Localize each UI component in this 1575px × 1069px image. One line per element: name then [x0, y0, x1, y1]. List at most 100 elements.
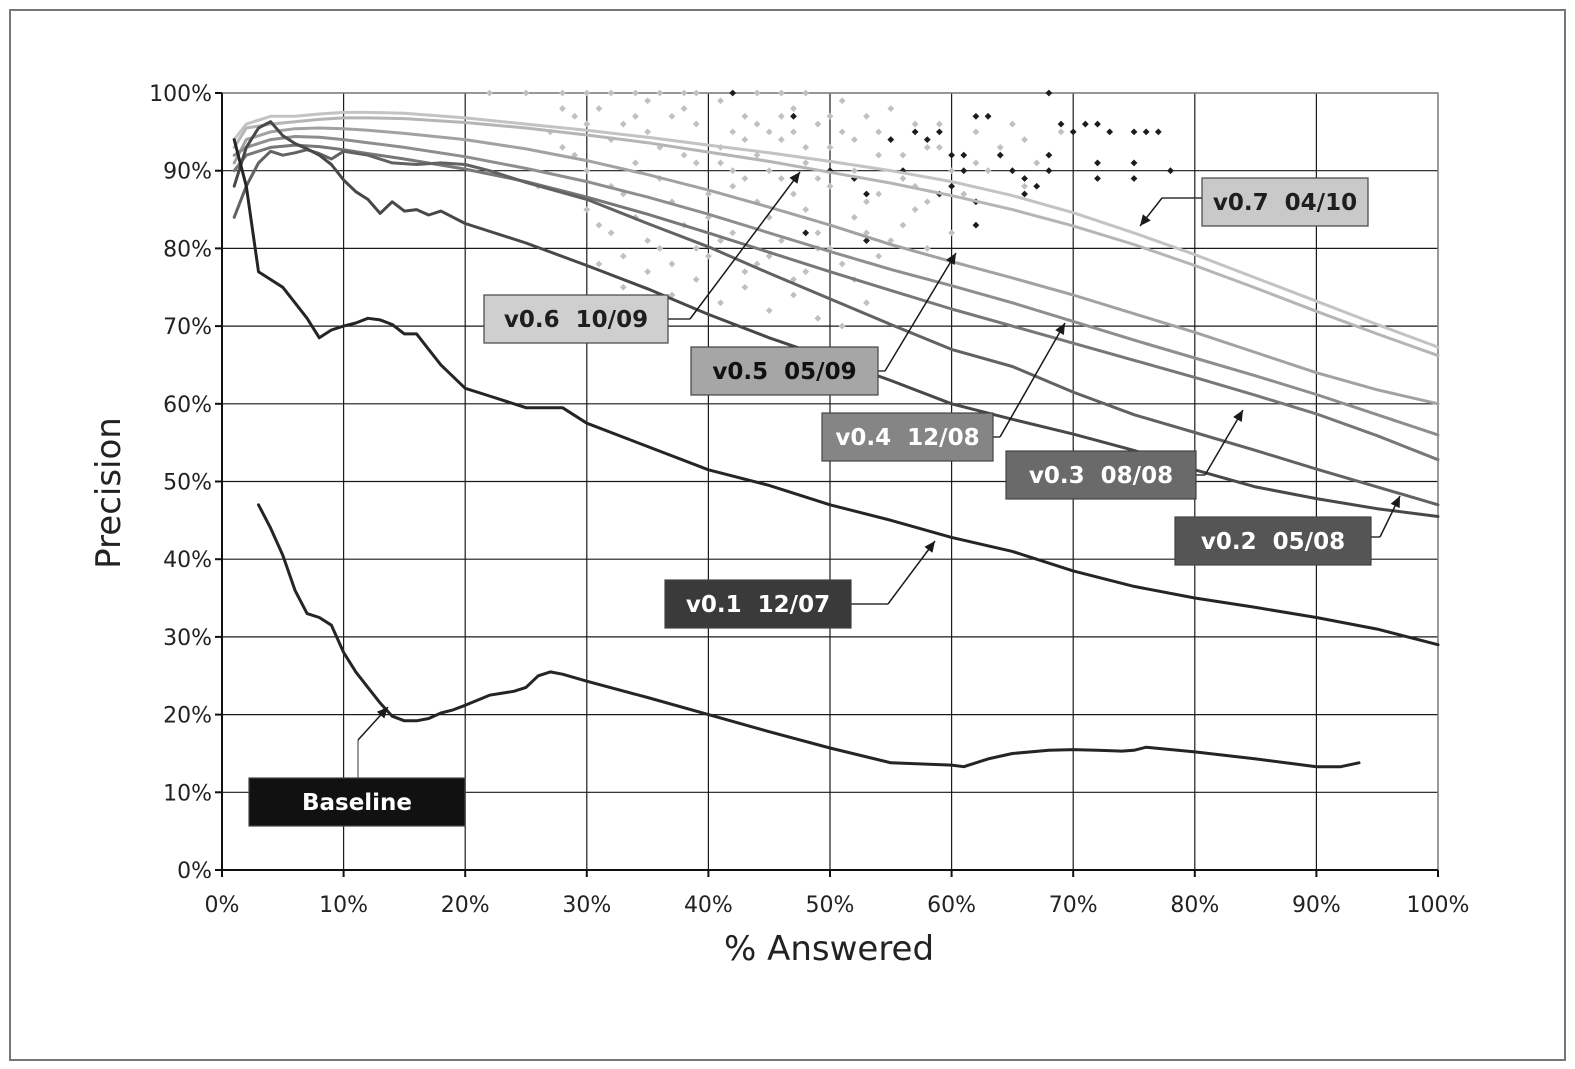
scatter-point-light [656, 89, 664, 97]
scatter-point-light [765, 213, 773, 221]
callout-box [483, 294, 669, 344]
callout-arrow-line [999, 322, 1066, 438]
scatter-point-light [753, 151, 761, 159]
scatter-point-light [632, 159, 639, 167]
scatter-point-dark [984, 112, 992, 120]
series-line-v0-2 [232, 148, 1440, 507]
scatter-point-light [826, 112, 834, 120]
scatter-point-light [717, 299, 724, 307]
scatter-point-dark [1045, 151, 1053, 159]
callout-v0-4: v0.4 12/08 [821, 322, 1066, 462]
scatter-point-light [595, 105, 603, 112]
scatter-point-light [899, 221, 907, 229]
scatter-point-dark [1033, 182, 1041, 190]
scatter-point-light [1033, 159, 1041, 167]
scatter-point-light [984, 167, 992, 175]
scatter-point-dark [1130, 128, 1138, 136]
scatter-point-dark [1094, 159, 1101, 167]
scatter-point-light [802, 206, 810, 213]
callout-box [690, 346, 879, 396]
scatter-point-light [790, 128, 797, 136]
scatter-point-dark [911, 128, 919, 136]
callout-arrowhead [1055, 323, 1065, 336]
x-tick-label: 50% [806, 893, 855, 918]
scatter-point-light [705, 190, 712, 198]
scatter-point-light [680, 89, 688, 97]
scatter-point-light [680, 105, 688, 112]
callout-label: v0.3 08/08 [1029, 463, 1173, 489]
scatter-point-dark [790, 112, 797, 120]
scatter-point-light [741, 283, 749, 291]
scatter-point-light [875, 128, 883, 136]
scatter-point-light [790, 276, 797, 283]
callout-arrowhead [946, 253, 956, 266]
scatter-point-light [960, 190, 968, 198]
x-tick-label: 10% [319, 893, 368, 918]
scatter-point-light [863, 112, 870, 120]
scatter-point-light [668, 112, 676, 120]
scatter-point-light [936, 120, 943, 128]
scatter-point-dark [1167, 167, 1174, 175]
y-tick-label: 70% [163, 315, 212, 340]
callout-arrow-line [884, 252, 957, 372]
callout-box [821, 412, 994, 462]
scatter-point-dark [1081, 120, 1089, 128]
scatter-point-light [850, 167, 858, 175]
y-tick-label: 60% [163, 393, 212, 418]
scatter-point-dark [826, 167, 834, 175]
scatter-point-dark [802, 229, 810, 237]
callout-v0-5: v0.5 05/09 [690, 252, 957, 396]
series-line-baseline [257, 503, 1361, 769]
scatter-point-light [923, 198, 931, 206]
callout-v0-1: v0.1 12/07 [664, 540, 936, 629]
scatter-point-light [632, 89, 639, 97]
scatter-point-light [644, 237, 651, 245]
scatter-point-light [607, 229, 615, 237]
callout-label: Baseline [302, 790, 412, 816]
scatter-point-light [765, 128, 773, 136]
scatter-point-dark [948, 182, 955, 190]
scatter-point-light [814, 229, 822, 237]
scatter-point-light [522, 89, 530, 97]
scatter-point-light [668, 260, 676, 268]
scatter-point-dark [1009, 167, 1016, 175]
scatter-point-light [875, 252, 883, 260]
scatter-point-light [741, 268, 749, 276]
scatter-points [486, 89, 1174, 330]
scatter-point-light [644, 97, 651, 105]
scatter-point-light [717, 97, 724, 105]
y-tick-label: 50% [163, 471, 212, 496]
scatter-point-light [729, 167, 737, 175]
y-tick-label: 20% [163, 704, 212, 729]
scatter-point-dark [948, 151, 955, 159]
callout-box [248, 777, 466, 827]
scatter-point-light [863, 198, 870, 206]
callout-arrow-line [689, 171, 801, 320]
scatter-point-light [887, 237, 895, 245]
callout-arrow-line [887, 540, 936, 605]
scatter-point-light [741, 136, 749, 144]
callout-arrowhead [789, 172, 800, 184]
scatter-point-dark [960, 151, 968, 159]
scatter-point-light [595, 221, 603, 229]
scatter-point-light [826, 182, 834, 190]
scatter-point-dark [1154, 128, 1162, 136]
scatter-point-light [692, 276, 700, 283]
scatter-point-light [765, 307, 773, 314]
scatter-point-dark [1021, 190, 1028, 198]
scatter-point-light [692, 120, 700, 128]
x-tick-label: 80% [1170, 893, 1219, 918]
scatter-point-light [802, 143, 810, 151]
scatter-point-light [559, 89, 566, 97]
scatter-point-light [923, 143, 931, 151]
scatter-point-dark [960, 167, 968, 175]
x-tick-label: 70% [1049, 893, 1098, 918]
scatter-point-light [753, 89, 761, 97]
scatter-point-dark [936, 128, 943, 136]
scatter-point-light [741, 175, 749, 182]
scatter-point-light [936, 143, 943, 151]
scatter-point-light [777, 89, 785, 97]
x-tick-label: 40% [684, 893, 733, 918]
scatter-point-light [765, 167, 773, 175]
callout-arrowhead [1140, 214, 1151, 226]
